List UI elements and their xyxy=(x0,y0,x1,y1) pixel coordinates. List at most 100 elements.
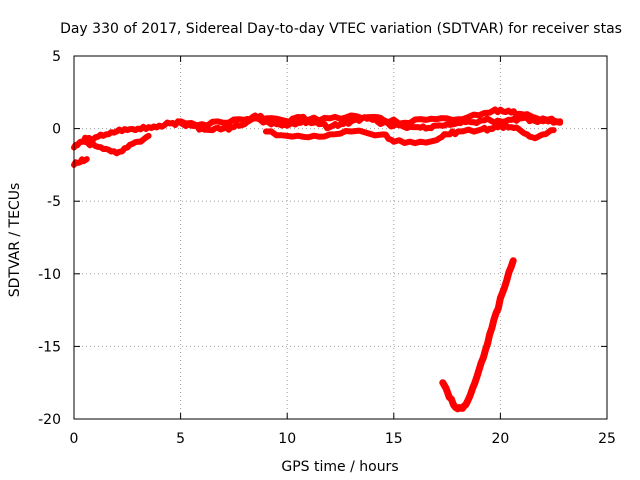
data-point xyxy=(380,117,386,123)
data-point xyxy=(220,126,226,132)
data-point xyxy=(487,110,493,116)
data-point xyxy=(540,115,546,121)
data-point xyxy=(135,126,141,132)
y-axis-label: SDTVAR / TECUs xyxy=(7,183,23,298)
data-point xyxy=(440,380,446,386)
data-point xyxy=(199,121,205,127)
data-point xyxy=(446,394,452,400)
x-tick-label: 5 xyxy=(176,431,185,447)
data-point xyxy=(497,107,503,113)
x-tick-label: 10 xyxy=(278,431,296,447)
data-point xyxy=(77,159,83,165)
data-point xyxy=(412,124,418,130)
data-point xyxy=(348,118,354,124)
data-point xyxy=(485,340,491,346)
data-point xyxy=(423,117,429,123)
x-tick-label: 25 xyxy=(598,431,616,447)
y-tick-label: -20 xyxy=(38,412,61,428)
y-tick-label: 5 xyxy=(52,49,61,65)
data-point xyxy=(476,367,482,373)
data-point xyxy=(242,121,248,127)
x-axis-label: GPS time / hours xyxy=(281,459,398,475)
data-point xyxy=(327,115,333,121)
x-tick-label: 0 xyxy=(70,431,79,447)
data-point xyxy=(557,118,563,124)
data-point xyxy=(178,118,184,124)
data-point xyxy=(124,144,130,150)
data-point xyxy=(455,129,461,135)
data-point xyxy=(103,146,109,152)
data-point xyxy=(551,127,557,133)
y-tick-label: -15 xyxy=(38,339,61,355)
data-point xyxy=(401,120,407,126)
data-point xyxy=(114,129,120,135)
data-point xyxy=(156,123,162,129)
data-point xyxy=(327,124,333,130)
chart-title: Day 330 of 2017, Sidereal Day-to-day VTE… xyxy=(60,21,622,37)
data-point xyxy=(295,120,301,126)
data-point xyxy=(92,134,98,140)
data-point xyxy=(84,156,90,162)
data-point xyxy=(497,123,503,129)
data-point xyxy=(391,139,397,145)
data-point xyxy=(77,139,83,145)
data-point xyxy=(252,113,258,119)
data-point xyxy=(124,127,130,133)
data-point xyxy=(519,111,525,117)
data-point xyxy=(135,139,141,145)
data-point xyxy=(444,121,450,127)
data-point xyxy=(338,121,343,127)
data-point xyxy=(529,114,535,120)
series-steep-excursion xyxy=(439,257,517,413)
data-point xyxy=(263,129,269,135)
data-point xyxy=(497,118,503,124)
data-point xyxy=(465,114,471,120)
data-point xyxy=(210,127,216,133)
data-point xyxy=(391,123,397,129)
data-point xyxy=(508,110,514,116)
data-point xyxy=(274,121,280,127)
data-point xyxy=(508,117,514,123)
x-tick-label: 15 xyxy=(385,431,403,447)
data-point xyxy=(380,131,386,137)
data-point xyxy=(284,133,290,139)
data-point xyxy=(306,117,312,123)
data-point xyxy=(487,117,493,123)
data-point xyxy=(327,131,333,137)
data-point xyxy=(455,406,461,412)
data-point xyxy=(220,120,226,126)
data-point xyxy=(423,126,429,132)
data-point xyxy=(476,127,482,133)
data-point xyxy=(493,310,499,316)
axis-tick-labels: 0 5 10 15 20 25 -20 -15 -10 -5 0 5 xyxy=(38,49,616,447)
data-point xyxy=(433,123,439,129)
plot-frame xyxy=(73,55,608,420)
data-point xyxy=(444,131,450,137)
data-point xyxy=(519,129,525,135)
y-tick-label: -5 xyxy=(47,194,61,210)
data-point xyxy=(146,124,152,130)
x-tick-label: 20 xyxy=(491,431,509,447)
data-point xyxy=(146,133,152,139)
data-point xyxy=(348,129,354,135)
data-point xyxy=(502,284,508,290)
data-point xyxy=(461,403,467,409)
data-point xyxy=(510,258,516,264)
data-point xyxy=(540,131,546,137)
data-point xyxy=(82,139,88,145)
data-point xyxy=(508,124,514,130)
y-tick-label: -10 xyxy=(38,267,61,283)
data-point xyxy=(444,115,450,121)
data-point xyxy=(529,134,535,140)
data-point xyxy=(306,134,312,140)
data-point xyxy=(242,117,248,123)
data-point xyxy=(263,115,269,121)
data-point xyxy=(476,118,482,124)
data-point xyxy=(284,118,290,124)
data-point xyxy=(412,140,418,146)
data-point xyxy=(92,143,98,149)
data-point xyxy=(103,131,109,137)
axis-ticks xyxy=(73,55,608,420)
